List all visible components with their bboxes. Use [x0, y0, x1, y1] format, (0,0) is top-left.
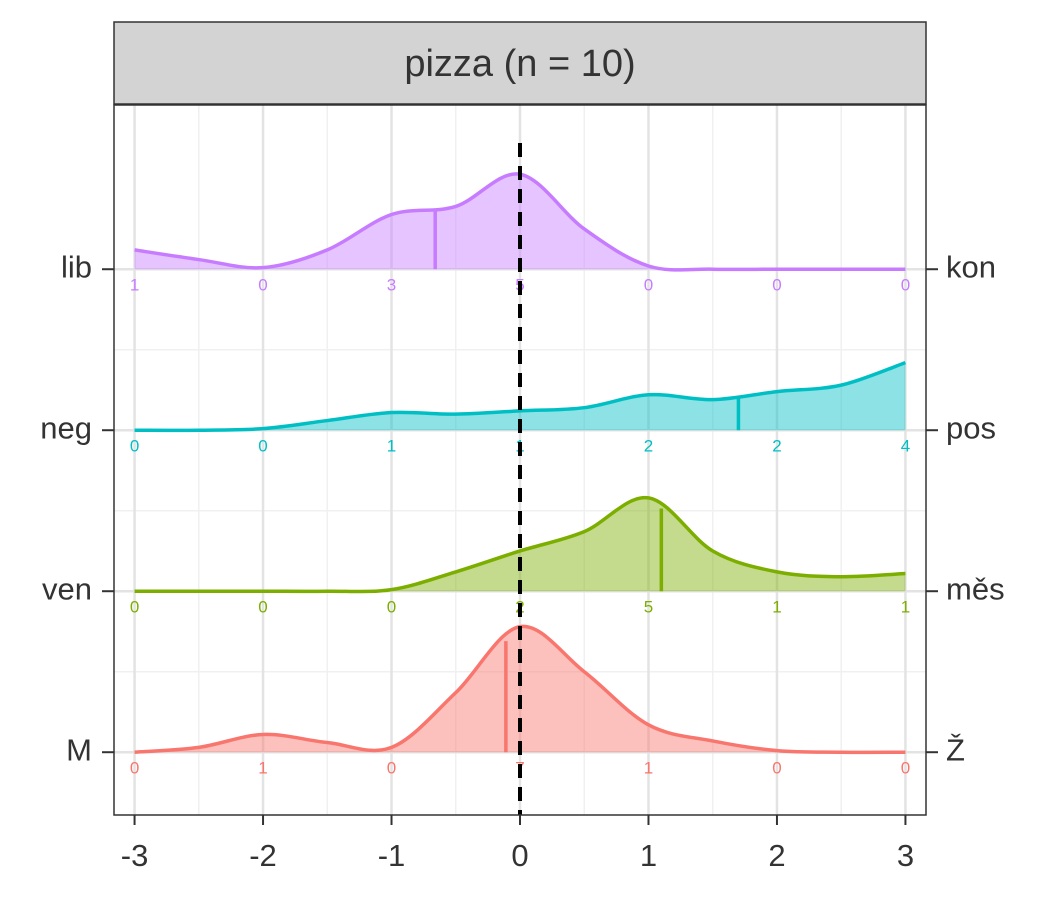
density-area [134, 497, 906, 592]
x-tick-label: -1 [378, 838, 406, 873]
count-label: 1 [387, 437, 396, 456]
count-label: 2 [644, 437, 653, 456]
chart-title: pizza (n = 10) [404, 43, 635, 85]
strip [113, 21, 927, 105]
count-label: 0 [130, 598, 139, 617]
y2-tick-label: pos [946, 410, 996, 445]
count-label: 0 [901, 759, 910, 778]
count-label: 0 [258, 276, 267, 295]
y-tick-label: neg [40, 410, 92, 445]
count-label: 2 [772, 437, 781, 456]
count-label: 0 [130, 437, 139, 456]
y2-tick-label: Ž [946, 732, 965, 767]
x-tick-label: 0 [511, 838, 528, 873]
count-label: 0 [258, 598, 267, 617]
count-label: 0 [772, 276, 781, 295]
count-label: 0 [387, 759, 396, 778]
count-label: 0 [387, 598, 396, 617]
density-area [134, 626, 906, 753]
count-label: 1 [130, 276, 139, 295]
x-tick-label: 2 [768, 838, 785, 873]
count-label: 1 [901, 598, 910, 617]
y2-tick-label: kon [946, 249, 996, 284]
y-tick-label: M [66, 732, 92, 767]
y2-tick-label: měs [946, 571, 1005, 606]
x-tick-label: 3 [897, 838, 914, 873]
count-label: 3 [387, 276, 396, 295]
count-label: 0 [772, 759, 781, 778]
density-line [134, 496, 906, 594]
x-tick-label: -2 [249, 838, 277, 873]
count-label: 0 [901, 276, 910, 295]
count-label: 1 [772, 598, 781, 617]
count-label: 0 [130, 759, 139, 778]
y-tick-label: ven [42, 571, 92, 606]
panel-border [113, 104, 927, 816]
count-label: 4 [901, 437, 910, 456]
density-line [134, 360, 907, 433]
count-label: 1 [644, 759, 653, 778]
count-label: 5 [644, 598, 653, 617]
count-label: 0 [644, 276, 653, 295]
y-tick-label: lib [61, 249, 92, 284]
density-area [134, 362, 906, 431]
count-label: 0 [258, 437, 267, 456]
x-tick-label: -3 [121, 838, 149, 873]
count-label: 1 [258, 759, 267, 778]
x-tick-label: 1 [640, 838, 657, 873]
